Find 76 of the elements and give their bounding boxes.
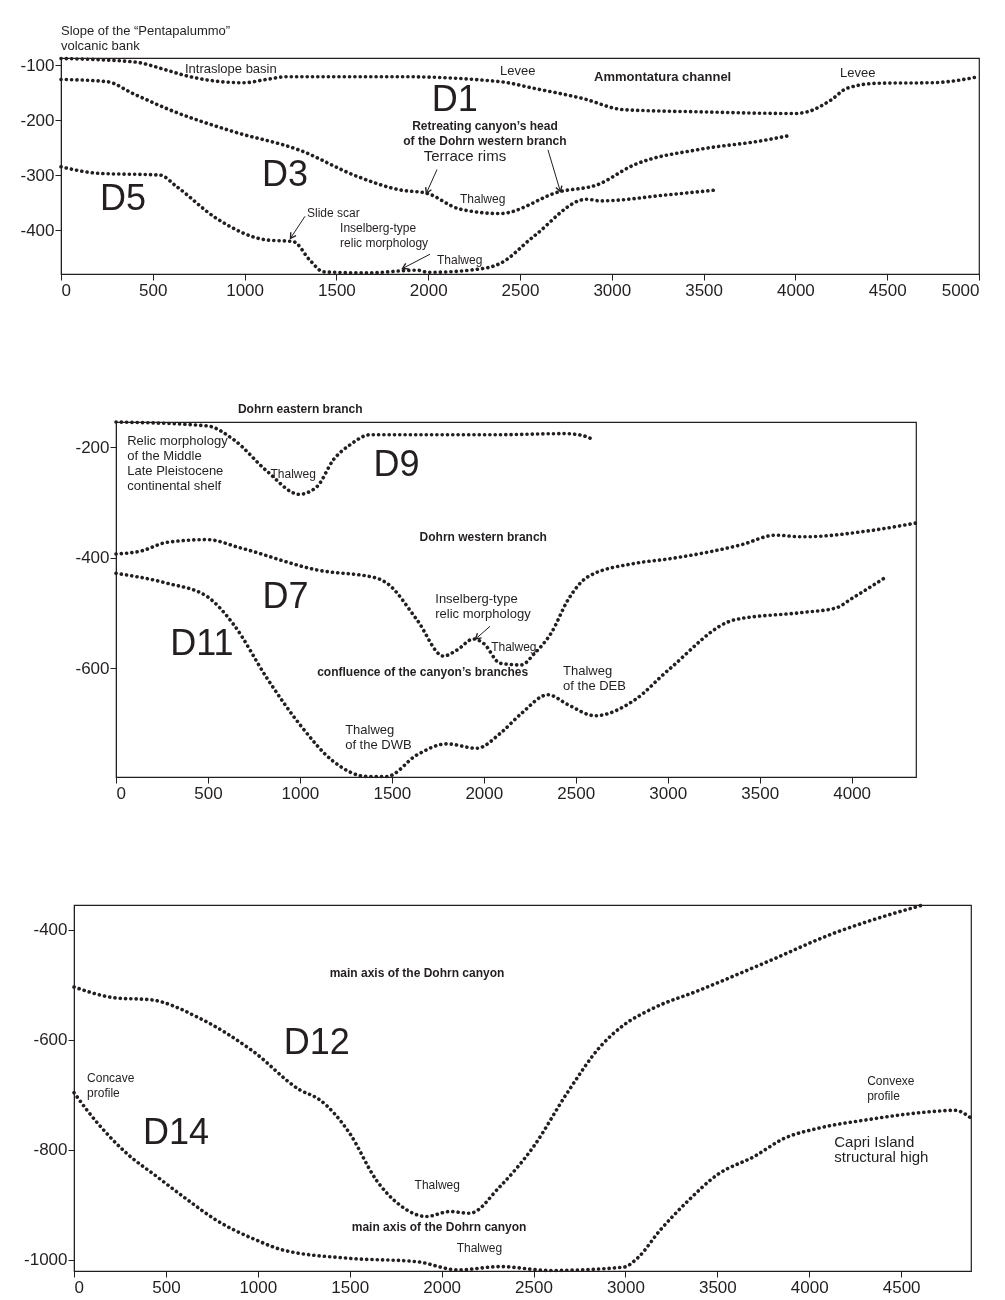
text: Dohrn eastern branch (237, 401, 363, 416)
x-tick-label: 0 (61, 280, 71, 300)
text: Slope of the “Pentapalummo” volcanic bank (61, 22, 231, 53)
x-tick-label: 2000 (423, 1277, 462, 1297)
annotation: main axis of the Dohrn canyon (329, 965, 505, 980)
x-tick-label: 1500 (317, 280, 356, 300)
x-tick-label: 4500 (882, 1277, 921, 1297)
series-label: D3 (262, 152, 309, 194)
x-tick-label: 2500 (557, 783, 596, 803)
series-label: D11 (170, 622, 234, 664)
annotation: Inselberg-type relic morphology (435, 591, 532, 622)
annotation: Slide scar (307, 205, 360, 220)
y-tick-label: -1000 (24, 1250, 68, 1270)
x-tick-label: 3000 (607, 1277, 645, 1297)
x-tick-label: 2500 (501, 280, 540, 300)
x-tick-label: 3000 (649, 783, 688, 803)
series-label: D9 (373, 442, 420, 484)
y-tick-label: -100 (20, 55, 55, 75)
x-tick-label: 3500 (698, 1277, 737, 1297)
annotation: Retreating canyon’s head of the Dohrn western branch (403, 118, 567, 148)
x-tick-label: 4500 (868, 280, 907, 300)
y-tick-label: -400 (75, 548, 110, 568)
x-tick-label: 1000 (226, 280, 265, 300)
y-tick-label: -400 (20, 220, 55, 240)
annotation: Levee (499, 63, 536, 79)
x-tick-label: 5000 (941, 280, 980, 300)
series-label: D14 (142, 1110, 209, 1152)
annotation: Concave profile (87, 1070, 135, 1100)
annotation: Thalweg (491, 640, 537, 655)
annotation: Thalweg (459, 192, 506, 207)
x-tick-label: 2000 (409, 280, 448, 300)
y-tick-label: -300 (20, 165, 55, 185)
y-tick-label: -800 (33, 1140, 68, 1160)
y-tick-label: -200 (20, 110, 55, 130)
annotation: main axis of the Dohrn canyon (351, 1219, 527, 1234)
annotation: Levee (840, 64, 876, 80)
annotation: Capri Island structural high (834, 1132, 929, 1165)
annotation: Thalweg of the DEB (563, 663, 626, 693)
annotation: Thalweg (270, 467, 316, 482)
annotation: Intraslope basin (184, 60, 277, 76)
annotation: Dohrn western branch (419, 529, 547, 544)
x-tick-label: 0 (116, 783, 126, 803)
series-label: D12 (283, 1020, 350, 1062)
x-tick-label: 4000 (833, 783, 872, 803)
y-tick-label: -600 (33, 1030, 68, 1050)
annotation: Convexe profile (867, 1073, 915, 1103)
y-tick-label: -200 (75, 437, 110, 457)
x-tick-label: 3500 (685, 280, 724, 300)
annotation: Thalweg (456, 1240, 503, 1255)
annotation: Thalweg (437, 252, 483, 267)
x-tick-label: 500 (139, 280, 168, 300)
x-tick-label: 500 (152, 1277, 181, 1297)
x-tick-label: 1000 (239, 1277, 278, 1297)
x-tick-label: 0 (74, 1277, 84, 1297)
annotation: Relic morphology of the Middle Late Pleistocene continental shelf (127, 432, 229, 493)
x-tick-label: 1000 (281, 783, 320, 803)
annotation: Thalweg (414, 1178, 460, 1193)
x-tick-label: 4000 (776, 280, 815, 300)
series-label: D1 (431, 77, 478, 119)
series-label: D5 (99, 177, 146, 219)
annotation: Ammontatura channel (593, 69, 732, 85)
annotation: Inselberg-type relic morphology (340, 221, 429, 251)
x-tick-label: 2500 (515, 1277, 553, 1297)
x-tick-label: 500 (194, 783, 223, 803)
annotation: Thalweg of the DWB (345, 721, 412, 752)
y-tick-label: -600 (75, 658, 110, 678)
series-label: D7 (262, 575, 309, 617)
x-tick-label: 1500 (331, 1277, 370, 1297)
x-tick-label: 2000 (465, 783, 504, 803)
x-tick-label: 4000 (790, 1277, 829, 1297)
x-tick-label: 1500 (373, 783, 412, 803)
x-tick-label: 3000 (593, 280, 632, 300)
x-tick-label: 3500 (741, 783, 780, 803)
annotation: Terrace rims (423, 147, 507, 165)
annotation: confluence of the canyon’s branches (317, 665, 529, 680)
y-tick-label: -400 (33, 920, 68, 940)
